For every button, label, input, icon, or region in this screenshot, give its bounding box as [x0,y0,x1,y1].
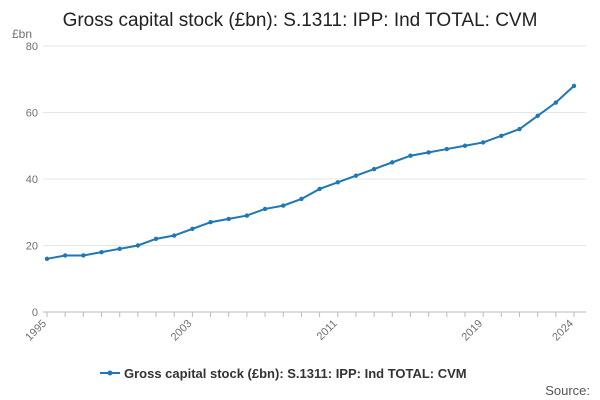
data-point[interactable] [135,243,141,248]
data-point[interactable] [553,100,559,105]
legend-label: Gross capital stock (£bn): S.1311: IPP: … [124,366,467,381]
data-point[interactable] [117,246,122,252]
x-tick-label: 2003 [169,318,195,344]
data-point[interactable] [44,256,50,261]
data-point[interactable] [535,113,540,119]
x-tick-label: 2024 [550,318,576,344]
x-tick-label: 2011 [315,318,340,343]
y-tick-label: 20 [26,241,38,253]
legend-marker-icon [107,370,113,376]
data-point[interactable] [480,140,486,145]
series-layer [44,83,577,261]
data-point[interactable] [371,166,377,172]
source-label: Source: [545,383,590,398]
data-point[interactable] [190,226,195,232]
data-point[interactable] [317,186,322,192]
series-line [46,85,575,260]
data-point[interactable] [335,180,340,185]
y-axis-unit-label: £bn [12,27,32,41]
data-point[interactable] [172,233,177,238]
chart-title: Gross capital stock (£bn): S.1311: IPP: … [63,10,538,31]
data-point[interactable] [353,173,359,178]
data-point[interactable] [153,236,159,242]
data-point[interactable] [444,146,449,152]
y-tick-label: 40 [26,174,38,186]
data-point[interactable] [462,143,468,148]
y-tick-label: 60 [26,108,38,120]
legend[interactable]: Gross capital stock (£bn): S.1311: IPP: … [100,366,467,381]
y-axis-ticks: 0 20 40 60 80 [26,41,38,319]
gridlines [43,45,586,313]
data-point[interactable] [390,160,395,165]
x-axis: 1995 2003 2011 2019 2024 [23,312,576,343]
data-point[interactable] [517,126,522,132]
data-point[interactable] [226,216,231,222]
data-point[interactable] [281,203,286,208]
data-point[interactable] [299,196,304,202]
x-tick-label: 2019 [459,318,485,344]
data-point[interactable] [426,150,431,155]
data-point[interactable] [244,213,250,218]
data-point[interactable] [208,220,213,225]
data-point[interactable] [408,153,413,158]
data-point[interactable] [62,253,68,258]
data-point[interactable] [81,253,86,258]
data-point[interactable] [99,249,104,255]
data-point[interactable] [262,206,268,212]
y-tick-label: 0 [32,307,38,319]
x-tick-label: 1995 [23,318,49,344]
y-tick-label: 80 [26,41,38,53]
data-point[interactable] [499,133,504,138]
data-point[interactable] [571,83,577,89]
